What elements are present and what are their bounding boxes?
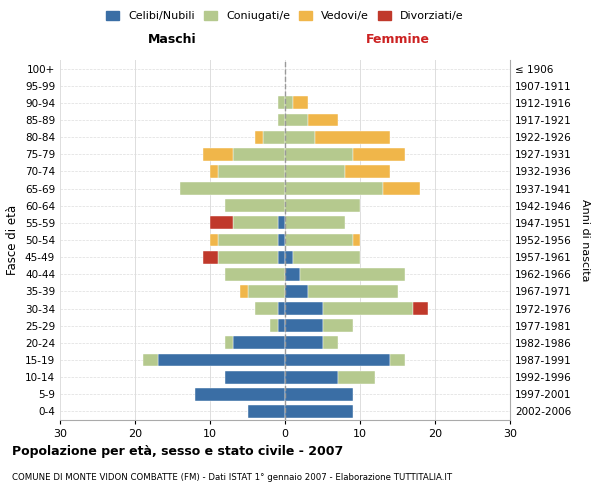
Bar [233,216,277,230]
Legend: Celibi/Nubili, Coniugati/e, Vedovi/e, Divorziati/e: Celibi/Nubili, Coniugati/e, Vedovi/e, Di… [102,6,468,26]
Bar [308,285,398,298]
Bar [345,165,390,178]
Text: Maschi: Maschi [148,34,197,46]
Bar [157,354,285,366]
Y-axis label: Anni di nascita: Anni di nascita [580,198,590,281]
Bar [277,302,285,315]
Bar [277,320,285,332]
Bar [285,182,383,195]
Bar [285,302,323,315]
Bar [285,285,308,298]
Bar [180,182,285,195]
Bar [383,182,420,195]
Bar [285,234,353,246]
Bar [203,250,218,264]
Bar [285,336,323,349]
Bar [240,285,248,298]
Bar [353,234,360,246]
Bar [195,388,285,400]
Text: Femmine: Femmine [365,34,430,46]
Bar [210,165,218,178]
Bar [277,234,285,246]
Bar [308,114,337,126]
Bar [225,370,285,384]
Bar [353,148,405,160]
Bar [277,114,285,126]
Bar [323,302,413,315]
Bar [218,250,277,264]
Bar [210,216,233,230]
Bar [233,148,285,160]
Bar [323,336,337,349]
Bar [143,354,157,366]
Bar [277,250,285,264]
Bar [390,354,405,366]
Bar [225,336,233,349]
Bar [285,96,293,110]
Text: Popolazione per età, sesso e stato civile - 2007: Popolazione per età, sesso e stato civil… [12,445,343,458]
Bar [285,354,390,366]
Bar [255,130,263,143]
Bar [285,216,345,230]
Bar [300,268,405,280]
Bar [248,285,285,298]
Bar [233,336,285,349]
Bar [337,370,375,384]
Bar [285,148,353,160]
Bar [285,250,293,264]
Bar [277,216,285,230]
Bar [210,234,218,246]
Bar [285,268,300,280]
Bar [255,302,277,315]
Y-axis label: Fasce di età: Fasce di età [7,205,19,275]
Text: COMUNE DI MONTE VIDON COMBATTE (FM) - Dati ISTAT 1° gennaio 2007 - Elaborazione : COMUNE DI MONTE VIDON COMBATTE (FM) - Da… [12,472,452,482]
Bar [248,405,285,418]
Bar [277,96,285,110]
Bar [218,234,277,246]
Bar [323,320,353,332]
Bar [285,114,308,126]
Bar [285,320,323,332]
Bar [285,130,315,143]
Bar [285,370,337,384]
Bar [263,130,285,143]
Bar [218,165,285,178]
Bar [285,388,353,400]
Bar [413,302,427,315]
Bar [225,200,285,212]
Bar [285,405,353,418]
Bar [293,96,308,110]
Bar [203,148,233,160]
Bar [285,165,345,178]
Bar [285,200,360,212]
Bar [293,250,360,264]
Bar [315,130,390,143]
Bar [225,268,285,280]
Bar [270,320,277,332]
